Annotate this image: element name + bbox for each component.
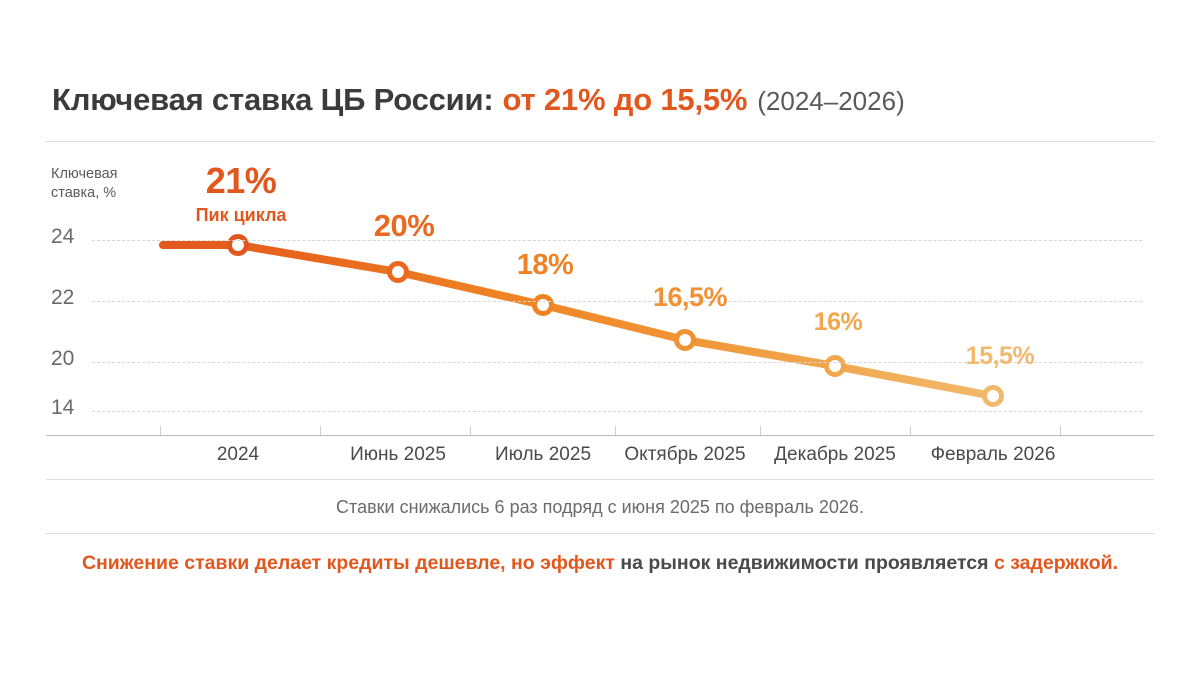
x-axis-tick-mark — [160, 426, 161, 435]
data-point-marker[interactable] — [674, 329, 696, 351]
data-point-value-label: 15,5% — [965, 342, 1035, 370]
caption-divider-top — [46, 479, 1154, 480]
data-point-marker[interactable] — [387, 261, 409, 283]
chart-caption: Ставки снижались 6 раз подряд с июня 202… — [336, 497, 864, 517]
rate-trend-line — [159, 241, 997, 400]
note-part-2: на рынок недвижимости проявляется — [620, 552, 989, 574]
y-axis-tick-label: 22 — [51, 286, 75, 309]
x-axis-tick-mark — [615, 426, 616, 435]
x-axis-tick-mark — [760, 426, 761, 435]
gridline — [92, 301, 1142, 302]
x-axis-tick-label: 2024 — [216, 444, 260, 465]
data-point-marker[interactable] — [532, 294, 554, 316]
gridline — [92, 362, 1142, 363]
title-highlight-text: от 21% до 15,5% — [502, 82, 748, 117]
data-point-marker[interactable] — [824, 355, 846, 377]
x-axis-tick-label: Декабрь 2025 — [774, 444, 896, 465]
y-axis-tick-label: 14 — [51, 396, 75, 419]
page-title: Ключевая ставка ЦБ России: от 21% до 15,… — [52, 82, 1152, 128]
data-point-value-label: 18% — [516, 249, 574, 281]
y-axis-tick-label: 24 — [51, 225, 75, 248]
chart-note: Снижение ставки делает кредиты дешевле, … — [0, 552, 1200, 575]
data-point-value-label: 16% — [813, 308, 863, 336]
x-axis-tick-label: Июль 2025 — [494, 444, 592, 465]
caption-divider-bottom — [46, 533, 1154, 534]
note-part-1: Снижение ставки делает кредиты дешевле, … — [81, 552, 615, 574]
note-part-3: с задержкой. — [993, 552, 1119, 574]
x-axis-tick-mark — [320, 426, 321, 435]
title-years-text: (2024–2026) — [757, 86, 905, 116]
x-axis-tick-mark — [1060, 426, 1061, 435]
data-point-value-label: 21% — [205, 160, 277, 201]
peak-annotation-label: Пик цикла — [195, 205, 287, 225]
x-axis-tick-label: Октябрь 2025 — [624, 444, 746, 465]
x-axis-line — [46, 435, 1154, 436]
title-main-text: Ключевая ставка ЦБ России: — [52, 82, 494, 117]
data-point-value-label: 16,5% — [652, 282, 728, 312]
header-divider — [46, 141, 1154, 142]
x-axis-tick-mark — [910, 426, 911, 435]
y-axis-title: Ключевая ставка, % — [51, 166, 118, 201]
x-axis-tick-mark — [470, 426, 471, 435]
y-axis-tick-label: 20 — [51, 347, 75, 370]
gridline — [92, 411, 1142, 412]
data-point-value-label: 20% — [373, 208, 435, 243]
data-point-marker[interactable] — [982, 385, 1004, 407]
x-axis-tick-label: Июнь 2025 — [350, 444, 446, 465]
gridline — [92, 240, 1142, 241]
x-axis-tick-label: Февраль 2026 — [930, 444, 1056, 465]
